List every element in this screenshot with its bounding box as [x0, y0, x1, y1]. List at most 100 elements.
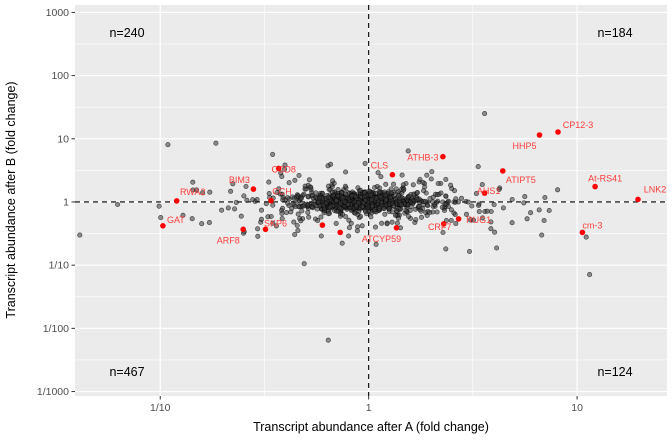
gene-label: SKP6 — [264, 218, 287, 228]
transcript-point — [379, 220, 385, 226]
transcript-point — [528, 210, 534, 216]
highlighted-gene-point — [337, 229, 344, 236]
transcript-point — [190, 179, 196, 185]
transcript-point — [255, 233, 261, 239]
transcript-point — [414, 189, 421, 196]
highlighted-gene-point — [250, 186, 257, 192]
transcript-point — [156, 203, 162, 209]
transcript-point — [405, 148, 411, 154]
transcript-point — [279, 210, 285, 217]
highlighted-gene-point — [240, 226, 246, 233]
transcript-point — [266, 191, 272, 197]
highlighted-gene-point — [275, 165, 282, 172]
transcript-point — [296, 204, 302, 210]
transcript-point — [401, 186, 407, 192]
transcript-point — [330, 178, 336, 184]
transcript-point — [381, 205, 387, 212]
transcript-point — [391, 203, 397, 209]
transcript-point — [194, 187, 200, 193]
transcript-point — [348, 220, 354, 226]
transcript-point — [207, 189, 213, 195]
transcript-point — [292, 232, 298, 238]
transcript-point — [522, 194, 528, 200]
highlighted-gene-point — [393, 225, 400, 231]
transcript-point — [378, 174, 384, 180]
quadrant-count-bottom-left: n=467 — [109, 365, 144, 379]
transcript-point — [339, 240, 345, 246]
transcript-point — [327, 204, 333, 210]
transcript-point — [407, 207, 413, 213]
transcript-point — [372, 224, 379, 230]
transcript-point — [321, 210, 327, 216]
highlighted-gene-point — [262, 226, 269, 233]
transcript-point — [286, 180, 292, 186]
transcript-point — [363, 209, 369, 215]
transcript-point — [418, 214, 425, 220]
transcript-point — [390, 181, 397, 187]
transcript-point — [406, 213, 412, 219]
transcript-point — [238, 213, 244, 219]
transcript-point — [273, 223, 279, 229]
transcript-point — [400, 182, 406, 188]
transcript-point — [353, 203, 359, 209]
transcript-point — [325, 337, 331, 343]
transcript-point — [270, 220, 276, 226]
transcript-point — [451, 188, 458, 194]
transcript-point — [232, 206, 238, 212]
transcript-point — [298, 195, 304, 201]
transcript-point — [340, 195, 346, 201]
quadrant-count-top-right: n=184 — [597, 26, 632, 40]
transcript-point — [443, 193, 449, 199]
x-tick-label: 1 — [366, 402, 372, 414]
transcript-point — [333, 220, 339, 226]
transcript-point — [263, 201, 269, 207]
transcript-point — [555, 187, 561, 193]
transcript-point — [521, 200, 527, 206]
transcript-point — [306, 214, 312, 220]
transcript-point — [295, 211, 301, 217]
transcript-point — [306, 177, 312, 183]
transcript-point — [383, 181, 389, 187]
transcript-point — [509, 220, 515, 226]
transcript-point — [357, 187, 364, 193]
transcript-point — [438, 190, 444, 196]
transcript-point — [352, 210, 358, 216]
transcript-point — [320, 202, 326, 208]
transcript-point — [334, 197, 340, 204]
transcript-point — [282, 166, 288, 172]
transcript-point — [219, 207, 225, 213]
transcript-point — [258, 207, 265, 213]
transcript-point — [362, 190, 368, 196]
transcript-point — [470, 217, 477, 223]
highlighted-gene-point — [440, 221, 447, 227]
highlighted-gene-point — [536, 132, 543, 138]
transcript-point — [180, 212, 186, 218]
transcript-point — [443, 246, 449, 252]
y-axis-title: Transcript abundance after B (fold chang… — [4, 81, 18, 318]
transcript-point — [165, 142, 171, 148]
transcript-point — [494, 245, 500, 251]
transcript-point — [440, 229, 446, 236]
transcript-point — [421, 188, 427, 194]
transcript-point — [509, 196, 515, 203]
transcript-point — [206, 220, 212, 226]
transcript-point — [355, 224, 361, 230]
highlighted-gene-point — [579, 229, 586, 236]
highlighted-gene-point — [592, 183, 598, 190]
transcript-point — [279, 215, 285, 222]
transcript-point — [536, 207, 542, 213]
transcript-point — [389, 209, 395, 215]
gene-label: CCH — [272, 187, 292, 197]
highlighted-gene-point — [481, 190, 488, 196]
transcript-point — [280, 205, 286, 211]
transcript-point — [330, 189, 336, 195]
gene-label: CP12-3 — [563, 120, 594, 130]
highlighted-gene-point — [635, 196, 641, 203]
gene-label: AHS1 — [477, 186, 501, 196]
y-tick-label: 1/100 — [43, 323, 69, 335]
transcript-point — [396, 206, 402, 212]
transcript-point — [233, 199, 239, 205]
transcript-point — [77, 232, 83, 238]
plot-render-root: 1/10 1 10 1000 100 10 1 1/10 1/100 1/1000 RWA2 GAT B… — [37, 5, 667, 414]
gene-label: ARF8 — [217, 235, 240, 245]
